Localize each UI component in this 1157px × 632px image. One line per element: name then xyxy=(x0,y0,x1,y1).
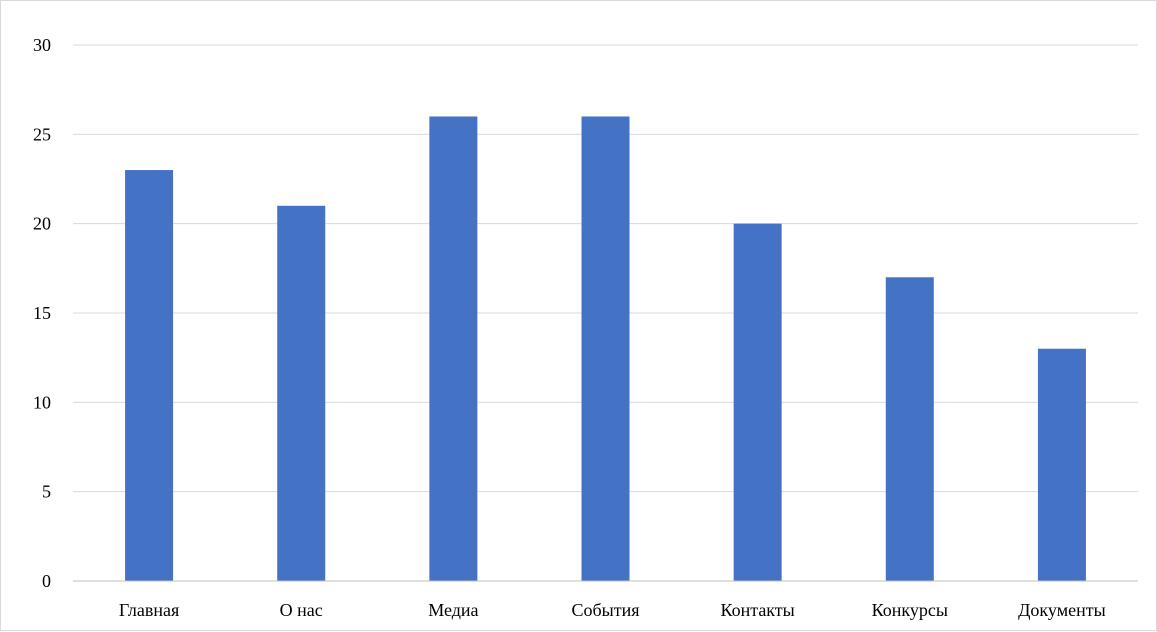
bar xyxy=(733,223,782,581)
bar xyxy=(581,116,630,581)
x-tick-label: События xyxy=(571,600,639,620)
x-tick-label: Документы xyxy=(1018,600,1106,620)
y-tick-label: 15 xyxy=(33,303,51,323)
x-tick-label: О нас xyxy=(280,600,323,620)
x-tick-label: Конкурсы xyxy=(872,600,948,620)
y-tick-label: 30 xyxy=(33,35,51,55)
bar xyxy=(125,170,174,582)
x-tick-label: Медиа xyxy=(428,600,478,620)
bar xyxy=(277,205,326,582)
y-tick-label: 20 xyxy=(33,214,51,234)
y-tick-label: 25 xyxy=(33,124,51,144)
y-tick-label: 0 xyxy=(42,571,51,591)
x-tick-label: Главная xyxy=(119,600,179,620)
bar xyxy=(429,116,478,581)
y-tick-label: 5 xyxy=(42,482,51,502)
y-tick-label: 10 xyxy=(33,392,51,412)
x-tick-label: Контакты xyxy=(720,600,794,620)
bar xyxy=(1037,348,1086,581)
x-axis-tick-labels: Главная О нас Медиа События Контакты Конкурсы… xyxy=(119,600,1106,620)
y-axis-tick-labels: 0 5 10 15 20 25 30 xyxy=(33,35,51,591)
bars xyxy=(125,116,1086,582)
bar xyxy=(885,277,934,581)
